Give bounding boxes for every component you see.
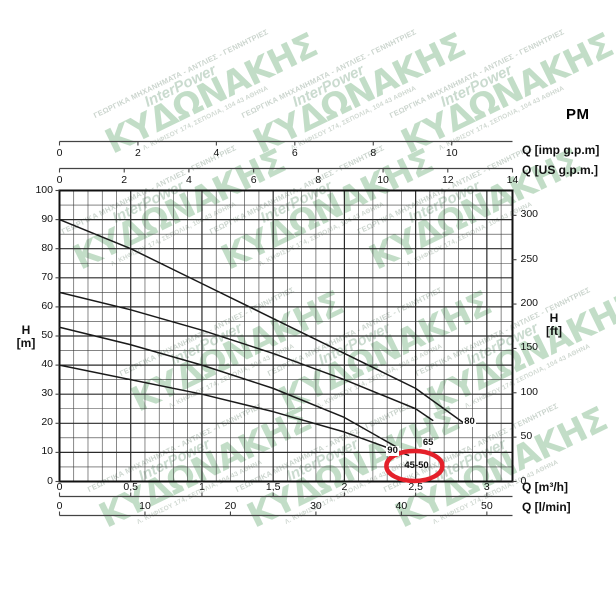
tick-label-left: 70 bbox=[41, 270, 53, 283]
tick-label-left: 10 bbox=[41, 445, 53, 458]
tick-label-top1: 4 bbox=[213, 146, 220, 159]
tick-label-top1: 10 bbox=[445, 146, 458, 159]
tick-label-bottom2: 50 bbox=[481, 499, 493, 512]
tick-label-bottom1: 0 bbox=[56, 480, 63, 493]
axis-name-bottom1: Q [m³/h] bbox=[522, 480, 568, 494]
axis-lines bbox=[59, 140, 513, 517]
performance-curves bbox=[58, 218, 470, 457]
tick-label-right: 50 bbox=[520, 430, 533, 443]
tick-label-top2: 8 bbox=[315, 173, 322, 186]
tick-label-bottom2: 30 bbox=[310, 499, 322, 512]
tick-label-top2: 10 bbox=[377, 173, 389, 186]
tick-label-top1: 2 bbox=[135, 146, 141, 159]
tick-label-right: 0 bbox=[520, 474, 527, 487]
tick-label-right: 100 bbox=[520, 385, 539, 398]
tick-label-top2: 0 bbox=[56, 173, 63, 186]
tick-label-left: 60 bbox=[41, 299, 53, 312]
axis-name-left: H [m] bbox=[12, 324, 40, 350]
axis-name-right: H [ft] bbox=[540, 312, 568, 338]
tick-label-right: 250 bbox=[520, 252, 539, 265]
curve-label-90: 90 bbox=[386, 445, 399, 457]
tick-label-bottom1: 3 bbox=[483, 480, 490, 493]
axis-right-symbol: H bbox=[549, 311, 559, 325]
axis-name-bottom2: Q [l/min] bbox=[522, 500, 571, 514]
tick-label-right: 300 bbox=[520, 208, 539, 221]
curve-45-50 bbox=[58, 364, 410, 457]
tick-label-top1: 8 bbox=[370, 146, 377, 159]
axis-right-unit: [ft] bbox=[546, 324, 562, 338]
tick-label-top2: 2 bbox=[121, 173, 128, 186]
axis-left-unit: [m] bbox=[16, 336, 36, 350]
tick-label-left: 100 bbox=[35, 183, 53, 196]
tick-label-bottom1: 1 bbox=[199, 480, 205, 493]
tick-label-left: 90 bbox=[41, 212, 53, 225]
tick-label-left: 50 bbox=[41, 329, 53, 341]
tick-label-left: 80 bbox=[41, 241, 53, 254]
tick-label-top1: 0 bbox=[56, 146, 63, 159]
tick-label-bottom2: 20 bbox=[224, 499, 237, 512]
model-name: PM bbox=[566, 106, 590, 123]
tick-label-top2: 12 bbox=[441, 173, 454, 186]
tick-label-bottom1: 0,5 bbox=[123, 480, 139, 493]
annotation-ellipse bbox=[384, 448, 445, 484]
tick-label-right: 150 bbox=[520, 341, 539, 354]
tick-label-left: 0 bbox=[47, 474, 53, 487]
tick-label-top2: 4 bbox=[186, 173, 192, 186]
curve-label-80: 80 bbox=[463, 416, 476, 428]
tick-label-left: 30 bbox=[41, 387, 53, 400]
tick-label-bottom2: 40 bbox=[395, 499, 408, 512]
axis-left-symbol: H bbox=[21, 323, 31, 337]
tick-label-top1: 6 bbox=[291, 146, 298, 159]
tick-label-bottom2: 10 bbox=[139, 499, 151, 512]
curve-90 bbox=[58, 326, 397, 448]
tick-label-bottom2: 0 bbox=[56, 499, 63, 512]
tick-label-top2: 6 bbox=[250, 173, 257, 186]
curve-65 bbox=[58, 291, 434, 422]
tick-label-bottom1: 2 bbox=[341, 480, 348, 493]
tick-label-bottom1: 1,5 bbox=[265, 480, 281, 493]
tick-label-bottom1: 2,5 bbox=[408, 480, 423, 493]
curve-label-65: 65 bbox=[421, 436, 435, 448]
tick-label-top2: 14 bbox=[506, 173, 519, 186]
highlight-ellipse bbox=[384, 448, 445, 484]
curve-80 bbox=[58, 218, 470, 427]
tick-label-right: 200 bbox=[520, 297, 539, 310]
curve-label-45-50: 45-50 bbox=[404, 459, 429, 471]
tick-label-left: 40 bbox=[41, 358, 53, 371]
axis-name-top1: Q [imp g.p.m] bbox=[522, 143, 600, 157]
tick-label-left: 20 bbox=[41, 416, 53, 429]
axis-ticks bbox=[55, 141, 517, 516]
axis-name-top2: Q [US g.p.m.] bbox=[522, 163, 598, 177]
